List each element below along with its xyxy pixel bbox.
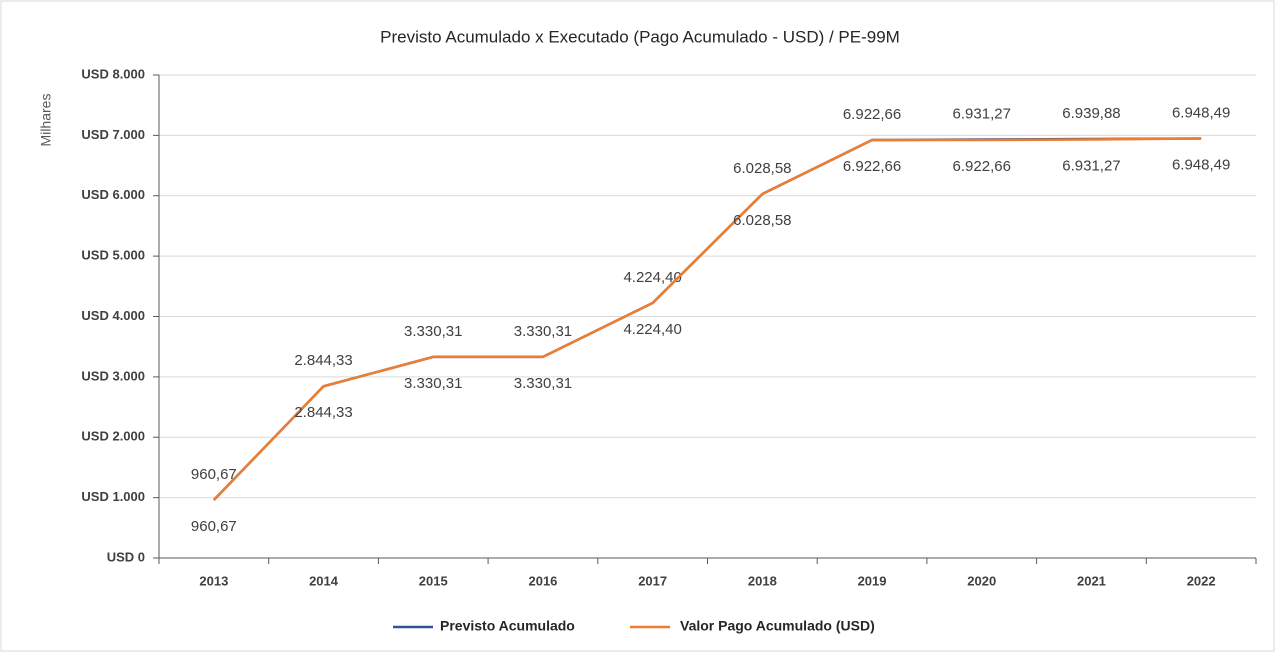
data-label: 3.330,31 xyxy=(404,323,462,340)
x-tick-label: 2018 xyxy=(748,573,777,588)
data-label: 960,67 xyxy=(191,466,237,483)
legend-label: Valor Pago Acumulado (USD) xyxy=(680,618,875,634)
y-tick-label: USD 6.000 xyxy=(81,187,145,202)
y-tick-label: USD 2.000 xyxy=(81,429,145,444)
x-tick-label: 2013 xyxy=(199,573,228,588)
series-line xyxy=(212,137,1202,501)
data-label: 6.948,49 xyxy=(1172,156,1230,173)
data-label: 3.330,31 xyxy=(514,375,572,392)
data-label: 6.922,66 xyxy=(843,106,901,123)
x-tick-label: 2021 xyxy=(1077,573,1106,588)
data-label: 6.922,66 xyxy=(843,158,901,175)
y-tick-label: USD 3.000 xyxy=(81,368,145,383)
x-tick-label: 2020 xyxy=(967,573,996,588)
x-tick-label: 2014 xyxy=(309,573,339,588)
legend-label: Previsto Acumulado xyxy=(440,618,575,634)
y-tick-label: USD 4.000 xyxy=(81,308,145,323)
data-label: 6.028,58 xyxy=(733,160,791,177)
data-label: 6.948,49 xyxy=(1172,104,1230,121)
data-label: 6.939,88 xyxy=(1062,105,1120,122)
data-label: 6.028,58 xyxy=(733,212,791,229)
chart-title: Previsto Acumulado x Executado (Pago Acu… xyxy=(380,27,900,46)
data-label: 6.931,27 xyxy=(953,105,1011,122)
data-label: 3.330,31 xyxy=(514,323,572,340)
data-label: 2.844,33 xyxy=(294,404,352,421)
data-label: 6.922,66 xyxy=(953,158,1011,175)
data-label: 960,67 xyxy=(191,518,237,535)
y-axis-label: Milhares xyxy=(38,94,54,147)
data-label: 3.330,31 xyxy=(404,375,462,392)
x-tick-label: 2019 xyxy=(858,573,887,588)
x-tick-label: 2022 xyxy=(1187,573,1216,588)
y-tick-label: USD 8.000 xyxy=(81,66,145,81)
x-tick-label: 2017 xyxy=(638,573,667,588)
data-label: 4.224,40 xyxy=(623,321,681,338)
x-tick-label: 2016 xyxy=(528,573,557,588)
data-label: 4.224,40 xyxy=(623,269,681,286)
data-label: 6.931,27 xyxy=(1062,157,1120,174)
y-tick-label: USD 0 xyxy=(107,549,145,564)
y-tick-label: USD 1.000 xyxy=(81,489,145,504)
data-label: 2.844,33 xyxy=(294,352,352,369)
x-tick-label: 2015 xyxy=(419,573,448,588)
y-tick-label: USD 7.000 xyxy=(81,127,145,142)
y-tick-label: USD 5.000 xyxy=(81,248,145,263)
